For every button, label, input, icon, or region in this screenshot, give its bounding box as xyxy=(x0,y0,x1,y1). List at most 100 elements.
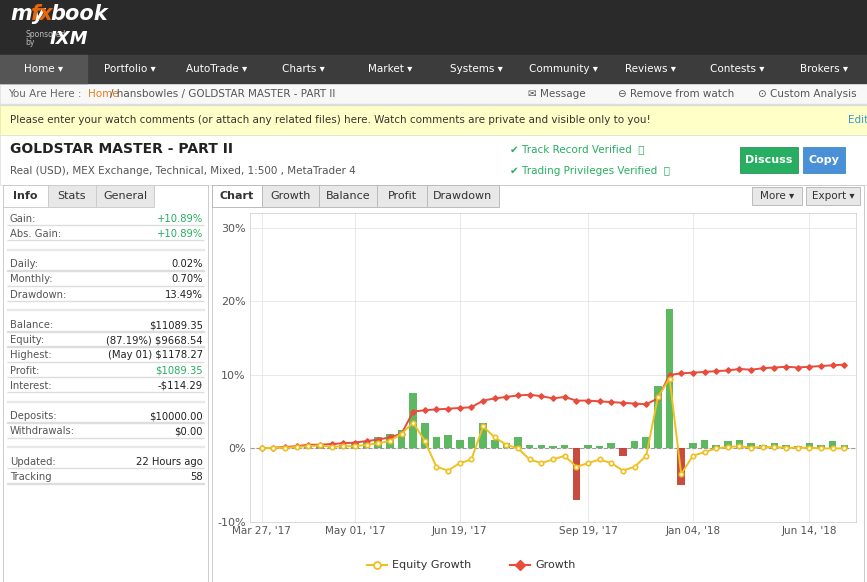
Bar xyxy=(0,0,867,55)
Bar xyxy=(713,445,720,448)
Bar xyxy=(7,249,204,250)
Text: More ▾: More ▾ xyxy=(759,191,794,201)
Bar xyxy=(677,448,685,485)
Text: Drawdown: Drawdown xyxy=(434,191,492,201)
Text: (May 01) $1178.27: (May 01) $1178.27 xyxy=(108,350,203,360)
Text: Home ▾: Home ▾ xyxy=(23,64,63,74)
Bar xyxy=(0,104,867,105)
Text: by: by xyxy=(25,38,35,47)
Bar xyxy=(538,445,545,448)
Text: 58: 58 xyxy=(191,472,203,482)
Text: Systems ▾: Systems ▾ xyxy=(451,64,503,74)
Text: Stats: Stats xyxy=(58,191,86,201)
Bar xyxy=(740,147,798,173)
Bar xyxy=(805,442,813,448)
Bar xyxy=(491,439,499,448)
Text: Charts ▾: Charts ▾ xyxy=(282,64,325,74)
Text: Portfolio ▾: Portfolio ▾ xyxy=(104,64,156,74)
Text: 0.02%: 0.02% xyxy=(172,259,203,269)
Bar xyxy=(316,445,323,448)
Text: / hansbowles / GOLDSTAR MASTER - PART II: / hansbowles / GOLDSTAR MASTER - PART II xyxy=(110,89,336,99)
Text: Growth: Growth xyxy=(271,191,310,201)
Bar xyxy=(584,445,592,448)
Text: Tracking: Tracking xyxy=(10,472,52,482)
Bar xyxy=(7,309,204,310)
Text: fx: fx xyxy=(31,3,54,24)
Bar xyxy=(596,446,603,448)
Bar xyxy=(96,185,154,207)
Text: +10.89%: +10.89% xyxy=(157,229,203,239)
Bar xyxy=(794,446,801,448)
Bar xyxy=(0,185,867,582)
Bar xyxy=(479,423,487,448)
Bar xyxy=(829,441,837,448)
Bar xyxy=(806,187,860,205)
Bar xyxy=(803,147,845,173)
Bar xyxy=(362,441,370,448)
Text: Profit: Profit xyxy=(388,191,416,201)
Bar xyxy=(549,446,557,448)
Text: Balance:: Balance: xyxy=(10,320,53,330)
Text: $1089.35: $1089.35 xyxy=(155,365,203,375)
Text: $0.00: $0.00 xyxy=(174,427,203,436)
Text: ⊖ Remove from watch: ⊖ Remove from watch xyxy=(618,89,734,99)
Bar xyxy=(421,423,428,448)
Text: Updated:: Updated: xyxy=(10,457,55,467)
Bar xyxy=(0,83,867,105)
Bar xyxy=(572,448,580,500)
Bar xyxy=(293,446,300,448)
Text: -$114.29: -$114.29 xyxy=(158,381,203,391)
Bar xyxy=(608,442,615,448)
Text: Brokers ▾: Brokers ▾ xyxy=(799,64,848,74)
Bar xyxy=(526,445,533,448)
Text: my: my xyxy=(10,3,45,24)
Bar xyxy=(666,308,674,448)
Bar xyxy=(0,55,867,83)
Text: ✉ Message: ✉ Message xyxy=(528,89,585,99)
Bar xyxy=(752,187,802,205)
Bar xyxy=(7,400,204,402)
Text: Withdrawals:: Withdrawals: xyxy=(10,427,75,436)
Text: Equity:: Equity: xyxy=(10,335,44,345)
Text: Market ▾: Market ▾ xyxy=(368,64,413,74)
Text: IXM: IXM xyxy=(50,30,88,48)
Bar xyxy=(642,438,650,448)
Text: Info: Info xyxy=(13,191,38,201)
Bar xyxy=(7,446,204,447)
Text: Chart: Chart xyxy=(220,191,254,201)
Text: +10.89%: +10.89% xyxy=(157,214,203,223)
Bar xyxy=(409,393,417,448)
Bar xyxy=(398,430,405,448)
Text: Highest:: Highest: xyxy=(10,350,52,360)
Text: Drawdown:: Drawdown: xyxy=(10,290,66,300)
Text: Please enter your watch comments (or attach any related files) here. Watch comme: Please enter your watch comments (or att… xyxy=(10,115,651,125)
Text: 13.49%: 13.49% xyxy=(165,290,203,300)
Bar xyxy=(386,434,394,448)
Text: ✔ Track Record Verified  ⓘ: ✔ Track Record Verified ⓘ xyxy=(510,144,644,154)
Bar xyxy=(351,443,359,448)
Bar xyxy=(689,442,696,448)
Text: 22 Hours ago: 22 Hours ago xyxy=(136,457,203,467)
Text: Daily:: Daily: xyxy=(10,259,38,269)
Bar xyxy=(818,445,825,448)
Bar xyxy=(3,185,48,207)
Text: book: book xyxy=(50,3,108,24)
Text: AutoTrade ▾: AutoTrade ▾ xyxy=(186,64,247,74)
Text: ✔ Trading Privileges Verified  ⓘ: ✔ Trading Privileges Verified ⓘ xyxy=(510,166,670,176)
Bar xyxy=(444,435,452,448)
Bar xyxy=(281,447,289,448)
Text: Contests ▾: Contests ▾ xyxy=(710,64,764,74)
Text: Community ▾: Community ▾ xyxy=(529,64,598,74)
Text: Equity Growth: Equity Growth xyxy=(392,560,471,570)
Text: 0.70%: 0.70% xyxy=(172,274,203,285)
Bar xyxy=(212,185,262,207)
Bar xyxy=(433,438,440,448)
Bar xyxy=(0,55,87,83)
Text: Discuss: Discuss xyxy=(746,155,792,165)
Bar xyxy=(212,185,864,582)
Bar xyxy=(654,386,662,448)
Bar xyxy=(759,445,766,448)
Text: Real (USD), MEX Exchange, Technical, Mixed, 1:500 , MetaTrader 4: Real (USD), MEX Exchange, Technical, Mix… xyxy=(10,166,355,176)
Bar xyxy=(0,105,867,135)
Text: $10000.00: $10000.00 xyxy=(149,411,203,421)
